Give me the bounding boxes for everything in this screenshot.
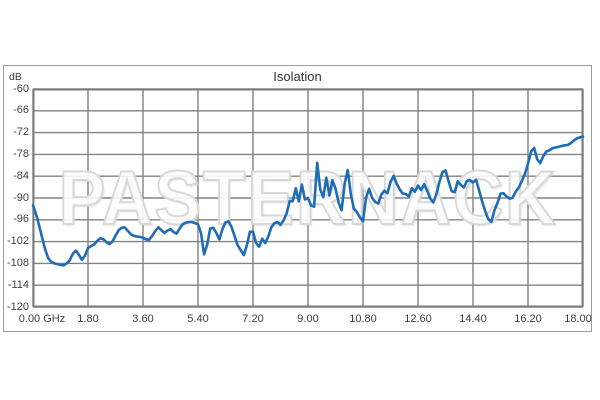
y-axis-unit-label: dB <box>9 71 22 83</box>
chart-title: Isolation <box>273 69 322 84</box>
x-tick-label: 9.00 <box>297 313 319 325</box>
x-tick-label: 0.00 GHz <box>18 313 66 325</box>
plot-frame <box>32 88 584 308</box>
x-tick-label: 18.00 <box>564 313 592 325</box>
y-tick-label: -60 <box>13 82 29 95</box>
gridlines <box>32 88 584 308</box>
x-tick-label: 14.40 <box>459 313 487 325</box>
x-tick-label: 3.60 <box>132 313 154 325</box>
isolation-trace <box>31 135 585 267</box>
y-tick-label: -66 <box>13 104 29 117</box>
x-tick-label: 16.20 <box>514 313 542 325</box>
y-tick-label: -72 <box>13 126 29 139</box>
y-tick-label: -108 <box>6 256 29 269</box>
x-tick-label: 5.40 <box>187 313 209 325</box>
data-curve-layer <box>31 135 585 267</box>
y-tick-label: -102 <box>6 235 29 248</box>
y-tick-label: -120 <box>6 300 29 313</box>
y-tick-label: -114 <box>7 278 29 291</box>
x-tick-label: 1.80 <box>77 313 99 325</box>
x-tick-label: 12.60 <box>404 313 432 325</box>
y-tick-label: -90 <box>13 191 29 204</box>
chart-figure: dB Isolation PASTERNACK -60 -66 -72 -78 -84-… <box>3 65 592 332</box>
y-tick-label: -78 <box>13 147 29 160</box>
x-tick-label: 10.80 <box>349 313 377 325</box>
y-tick-label: -96 <box>13 213 29 226</box>
x-tick-label: 7.20 <box>242 313 264 325</box>
y-tick-label: -84 <box>13 169 29 182</box>
